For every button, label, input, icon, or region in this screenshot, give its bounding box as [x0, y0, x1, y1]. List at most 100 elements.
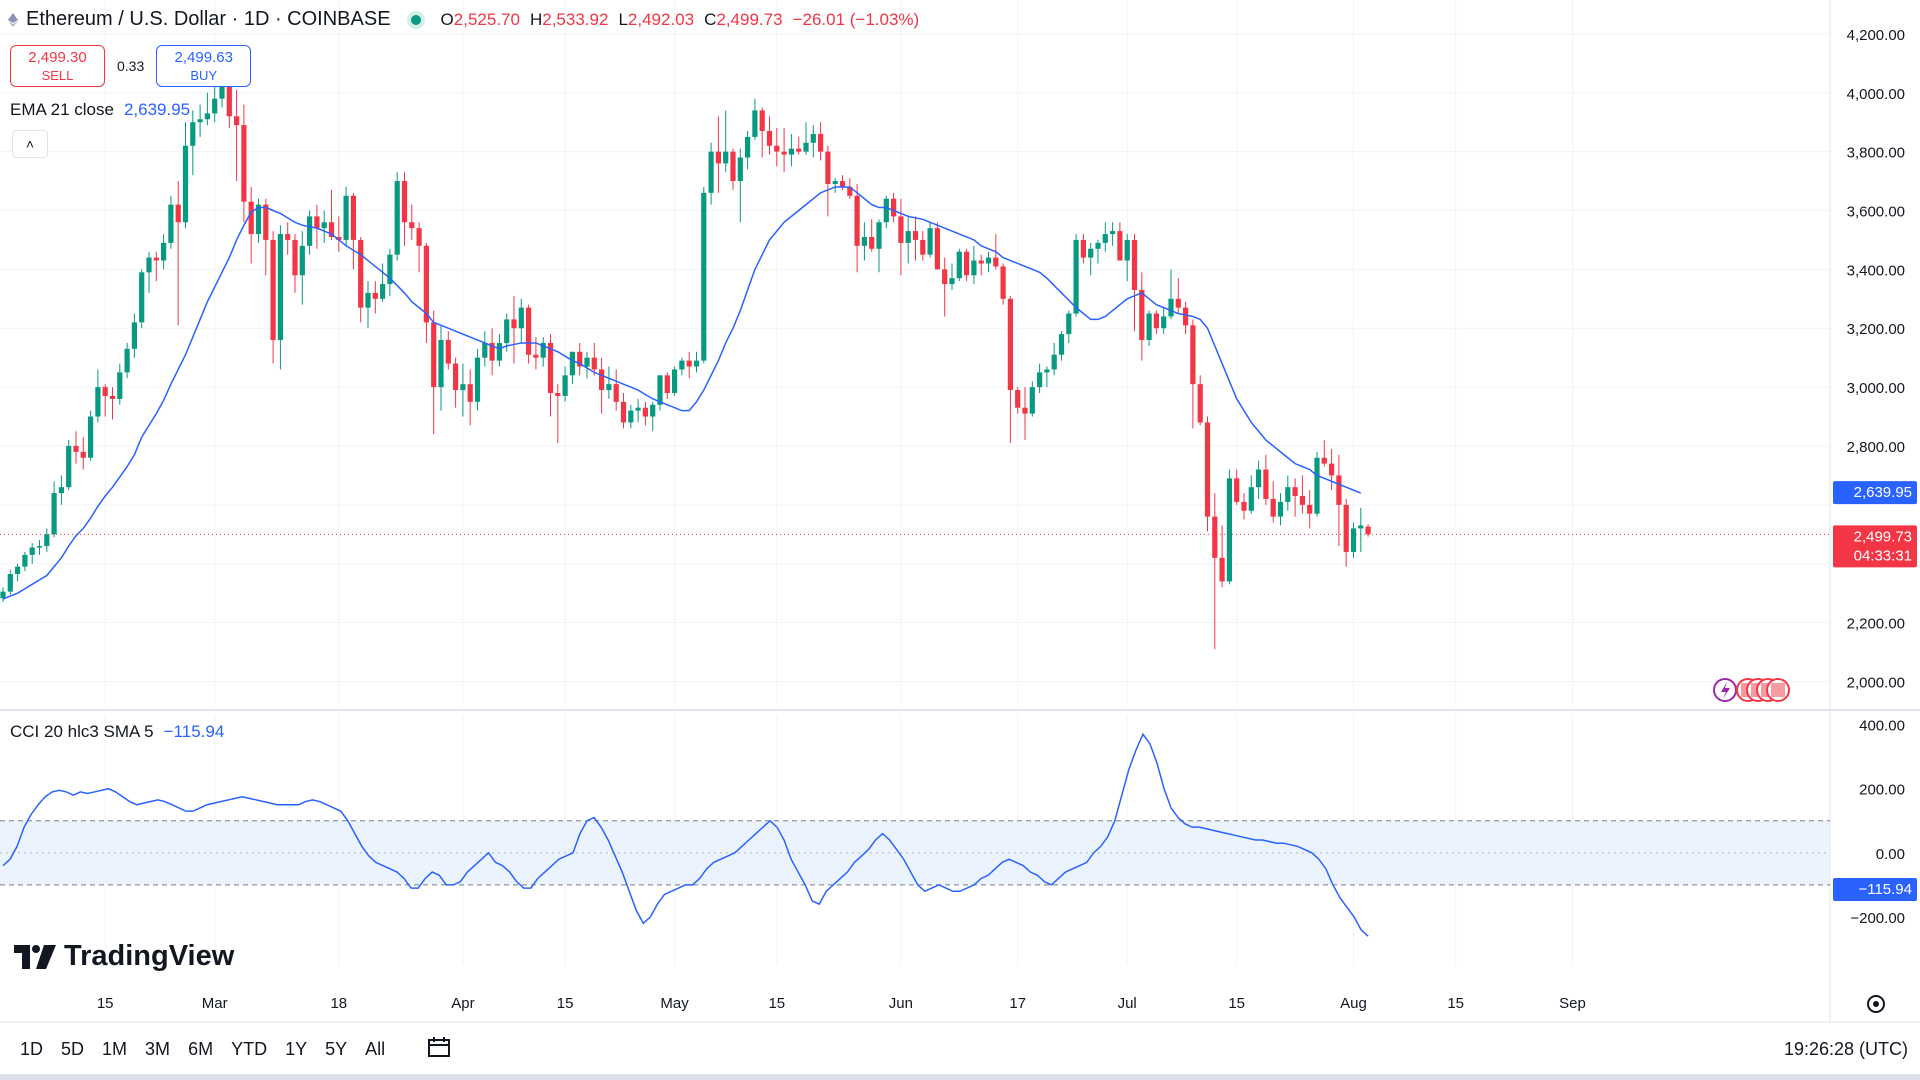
candle-body [832, 181, 838, 185]
candle-body [1183, 307, 1189, 326]
candle-body [29, 547, 35, 555]
candle-body [861, 236, 867, 246]
candle-body [1000, 266, 1006, 299]
candle-body [1321, 457, 1327, 464]
range-button-ytd[interactable]: YTD [231, 1038, 268, 1059]
sell-button[interactable]: 2,499.30 SELL [10, 45, 105, 87]
candle-body [796, 148, 802, 152]
ohlc-values: O2,525.70 H2,533.92 L2,492.03 C2,499.73 … [440, 9, 920, 29]
candle-body [66, 445, 72, 488]
candle-body [1175, 298, 1181, 308]
candle-body [547, 342, 554, 393]
price-tick-label: 3,000.00 [1847, 380, 1905, 397]
candle-body [577, 351, 583, 367]
utc-clock[interactable]: 19:26:28 (UTC) [1783, 1038, 1908, 1059]
symbol-title[interactable]: Ethereum / U.S. Dollar · 1D · COINBASE [26, 8, 391, 30]
candle-body [1277, 501, 1284, 517]
x-tick-label: Jun [889, 995, 913, 1012]
candle-body [1350, 528, 1357, 552]
candle-body [387, 254, 393, 285]
candle-body [190, 122, 196, 146]
candle-body [1088, 248, 1094, 258]
candle-body [1015, 390, 1021, 408]
candle-body [985, 257, 992, 264]
candle-body [599, 369, 605, 391]
candle-body [964, 251, 970, 276]
candle-body [869, 236, 875, 249]
candle-body [781, 151, 787, 155]
candle-body [336, 236, 342, 240]
range-button-5y[interactable]: 5Y [325, 1038, 348, 1059]
candle-body [241, 125, 247, 202]
x-tick-label: 15 [1447, 995, 1464, 1012]
candle-body [1197, 384, 1203, 423]
candle-body [642, 407, 648, 417]
ema-line [2, 186, 1362, 600]
candle-body [555, 392, 561, 396]
calendar-range-icon[interactable] [427, 1036, 451, 1063]
candle-body [496, 342, 502, 361]
candle-body [701, 192, 707, 361]
candle-body [1226, 478, 1232, 582]
buy-button[interactable]: 2,499.63 BUY [156, 45, 252, 87]
range-button-1y[interactable]: 1Y [285, 1038, 308, 1059]
candle-body [1124, 239, 1130, 261]
candle-body [1153, 313, 1159, 329]
range-button-3m[interactable]: 3M [145, 1038, 171, 1059]
range-button-all[interactable]: All [365, 1038, 386, 1059]
candle-body [358, 239, 364, 308]
cci-legend[interactable]: CCI 20 hlc3 SMA 5 −115.94 [10, 722, 225, 741]
candle-body [95, 387, 101, 417]
candle-body [745, 136, 751, 158]
price-tick-label: 4,200.00 [1847, 27, 1905, 44]
candle-body [307, 216, 313, 246]
candle-body [153, 257, 159, 261]
candle-body [482, 342, 488, 358]
range-button-1d[interactable]: 1D [20, 1038, 44, 1059]
candle-body [263, 204, 269, 240]
price-tick-label: 3,200.00 [1847, 321, 1905, 338]
candle-body [1263, 469, 1269, 499]
candle-body [453, 363, 459, 391]
candle-body [285, 234, 291, 240]
x-tick-label: Mar [202, 995, 228, 1012]
x-tick-label: 15 [97, 995, 114, 1012]
bottom-toolbar: 1D 5D 1M 3M 6M YTD 1Y 5Y All 19:26:28 (UTC) [0, 1032, 1920, 1066]
candle-body [474, 357, 481, 402]
chevron-up-icon[interactable]: ˄ [12, 130, 48, 158]
tradingview-logo[interactable]: TradingView [14, 940, 234, 973]
x-tick-label: 15 [1228, 995, 1245, 1012]
price-tick-label: 3,800.00 [1847, 145, 1905, 162]
range-button-5d[interactable]: 5D [61, 1038, 85, 1059]
ema-legend[interactable]: EMA 21 close 2,639.95 [10, 100, 191, 119]
candle-body [526, 307, 532, 355]
candle-body [504, 319, 510, 343]
candle-body [80, 451, 86, 458]
candle-body [664, 375, 670, 393]
candle-body [394, 181, 400, 255]
candle-body [131, 322, 137, 349]
candle-body [146, 257, 152, 273]
range-button-1m[interactable]: 1M [102, 1038, 128, 1059]
candle-body [839, 181, 846, 187]
candle-body [912, 231, 919, 240]
candle-body [22, 554, 28, 567]
candle-body [109, 395, 116, 399]
range-buttons: 1D 5D 1M 3M 6M YTD 1Y 5Y All [20, 1039, 385, 1060]
candle-body [905, 231, 911, 243]
candle-body [730, 151, 736, 182]
range-button-6m[interactable]: 6M [188, 1038, 214, 1059]
candle-body [788, 148, 794, 155]
candle-body [723, 151, 729, 164]
x-tick-label: Aug [1340, 995, 1367, 1012]
candle-body [1285, 487, 1291, 502]
candle-body [1307, 504, 1313, 514]
candle-body [438, 340, 444, 388]
candle-body [1204, 422, 1211, 517]
ethereum-icon [8, 12, 18, 27]
last-price-tag [1833, 525, 1917, 568]
candle-body [117, 372, 123, 399]
candle-body [1292, 487, 1298, 497]
candle-body [708, 151, 714, 193]
